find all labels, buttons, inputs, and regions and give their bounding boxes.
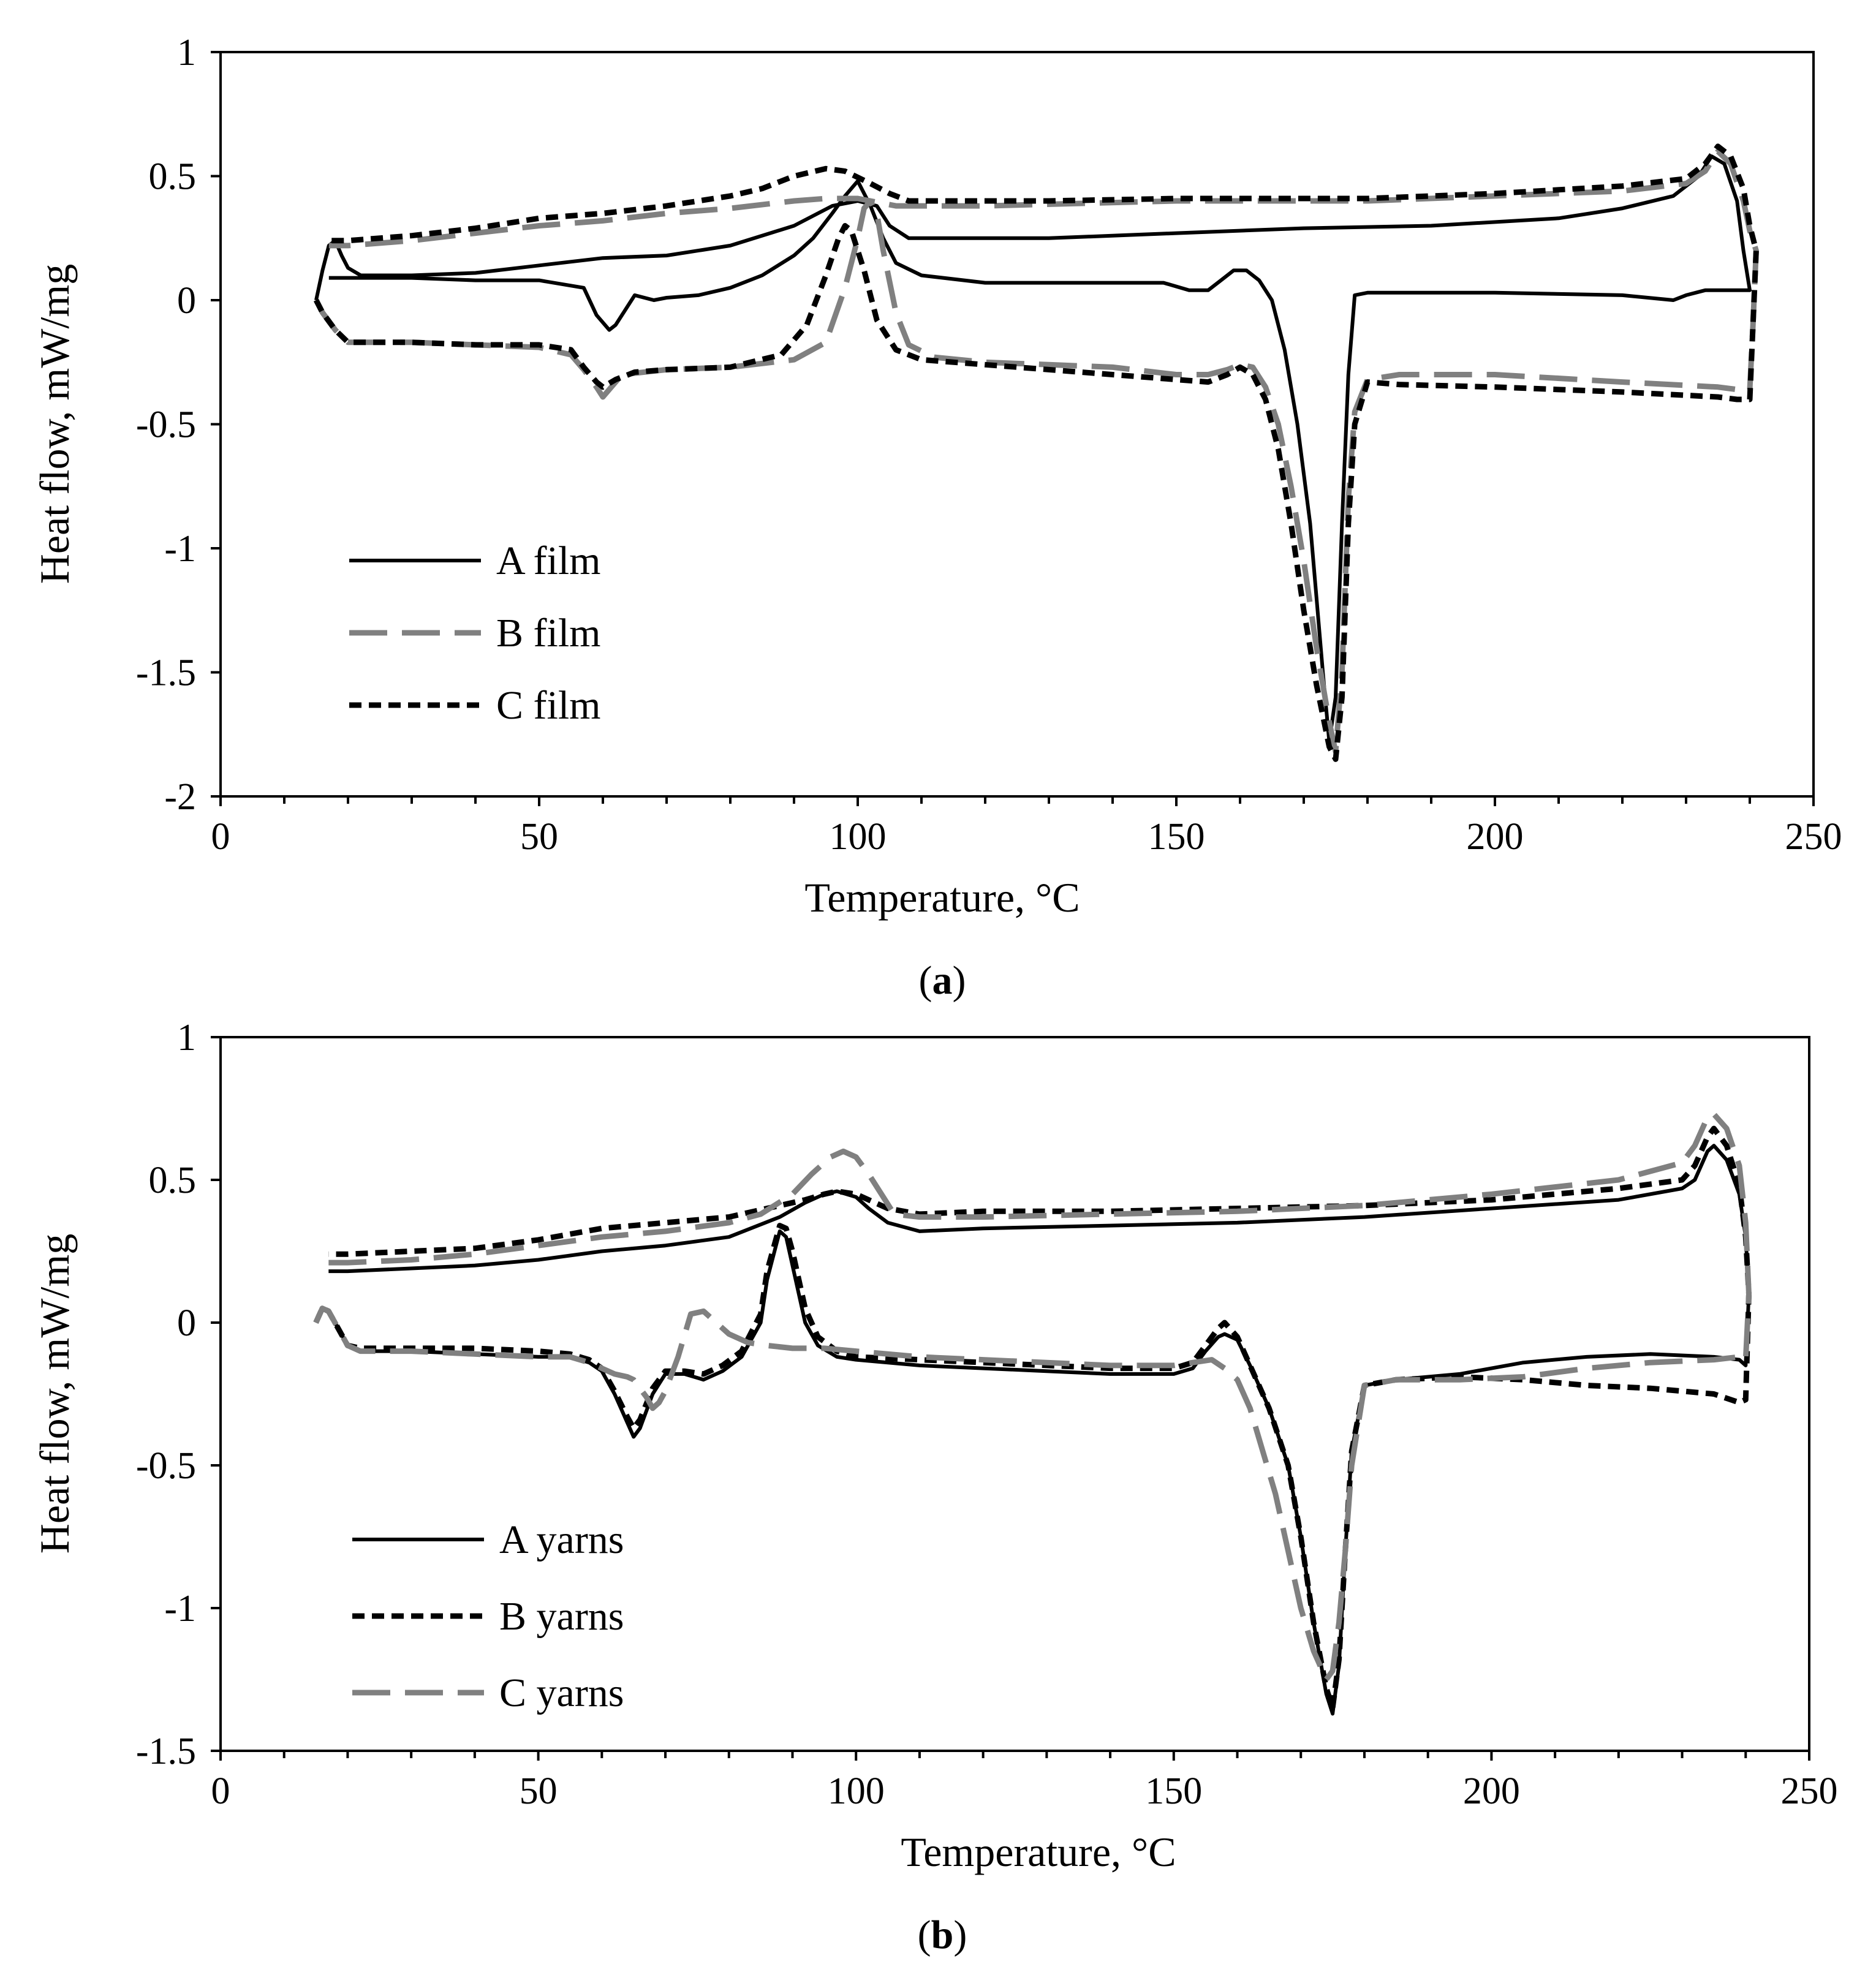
x-tick-label: 0 bbox=[211, 1770, 230, 1812]
panel-a-legend: A film B film C film bbox=[349, 538, 601, 728]
x-tick-label: 200 bbox=[1467, 816, 1524, 858]
panel-b-legend: A yarns B yarns C yarns bbox=[352, 1517, 624, 1715]
panel-b-y-tick-labels: 1 0.5 0 -0.5 -1 -1.5 bbox=[136, 1017, 196, 1772]
legend-label-b-1: A yarns bbox=[499, 1517, 624, 1562]
series-line-a-1 bbox=[314, 154, 1752, 744]
panel-b-frame bbox=[219, 1036, 1810, 1752]
legend-label-b-2: B yarns bbox=[499, 1594, 624, 1639]
panel-a-series bbox=[313, 143, 1759, 762]
x-tick-label: 150 bbox=[1145, 1770, 1202, 1812]
series-line-a-3 bbox=[313, 143, 1759, 762]
x-tick-label: 200 bbox=[1463, 1770, 1520, 1812]
legend-label-a-2: B film bbox=[496, 611, 601, 655]
panel-b-x-axis-title: Temperature, °C bbox=[901, 1829, 1176, 1875]
y-tick-label: 0 bbox=[177, 280, 196, 322]
legend-label-a-3: C film bbox=[496, 683, 601, 728]
y-tick-label: -2 bbox=[164, 776, 196, 818]
y-tick-label: -1 bbox=[164, 1588, 196, 1630]
panel-b-y-axis-title: Heat flow, mW/mg bbox=[31, 1234, 78, 1554]
y-tick-label: 0.5 bbox=[149, 156, 197, 198]
y-tick-label: 0.5 bbox=[149, 1160, 197, 1201]
y-tick-label: 1 bbox=[177, 32, 196, 74]
panel-b-series bbox=[313, 1111, 1752, 1716]
panel-a-y-tick-labels: 1 0.5 0 -0.5 -1 -1.5 -2 bbox=[136, 32, 196, 818]
y-tick-label: -1 bbox=[164, 528, 196, 570]
panel-a-caption: (a) bbox=[919, 958, 966, 1003]
series-line-a-2 bbox=[313, 148, 1759, 755]
x-tick-label: 100 bbox=[828, 1770, 885, 1812]
legend-label-b-3: C yarns bbox=[499, 1671, 624, 1715]
x-tick-label: 0 bbox=[211, 816, 230, 858]
legend-label-a-1: A film bbox=[496, 538, 601, 583]
y-tick-label: -1.5 bbox=[136, 1731, 196, 1772]
x-tick-label: 50 bbox=[520, 816, 558, 858]
y-tick-label: 1 bbox=[177, 1017, 196, 1059]
y-tick-label: -0.5 bbox=[136, 404, 196, 446]
x-tick-label: 250 bbox=[1785, 816, 1842, 858]
panel-a-ticks bbox=[211, 51, 1815, 806]
y-tick-label: -1.5 bbox=[136, 652, 196, 694]
y-tick-label: 0 bbox=[177, 1302, 196, 1344]
panel-a: 1 0.5 0 -0.5 -1 -1.5 -2 0 50 100 150 200 250 Temper… bbox=[31, 32, 1842, 1003]
panel-a-frame bbox=[219, 51, 1815, 798]
panel-a-y-axis-title: Heat flow, mW/mg bbox=[31, 264, 78, 584]
panel-a-x-tick-labels: 0 50 100 150 200 250 bbox=[211, 816, 1842, 858]
x-tick-label: 150 bbox=[1148, 816, 1205, 858]
y-tick-label: -0.5 bbox=[136, 1445, 196, 1487]
x-tick-label: 100 bbox=[830, 816, 887, 858]
x-tick-label: 50 bbox=[520, 1770, 558, 1812]
panel-a-x-axis-title: Temperature, °C bbox=[804, 874, 1080, 921]
panel-b-ticks bbox=[211, 1036, 1810, 1761]
panel-b-x-tick-labels: 0 50 100 150 200 250 bbox=[211, 1770, 1838, 1812]
series-line-b-3 bbox=[313, 1111, 1752, 1682]
panel-b: 1 0.5 0 -0.5 -1 -1.5 0 50 100 150 200 250 Temperat… bbox=[31, 1017, 1838, 1957]
x-tick-label: 250 bbox=[1781, 1770, 1838, 1812]
panel-b-caption: (b) bbox=[918, 1913, 967, 1957]
